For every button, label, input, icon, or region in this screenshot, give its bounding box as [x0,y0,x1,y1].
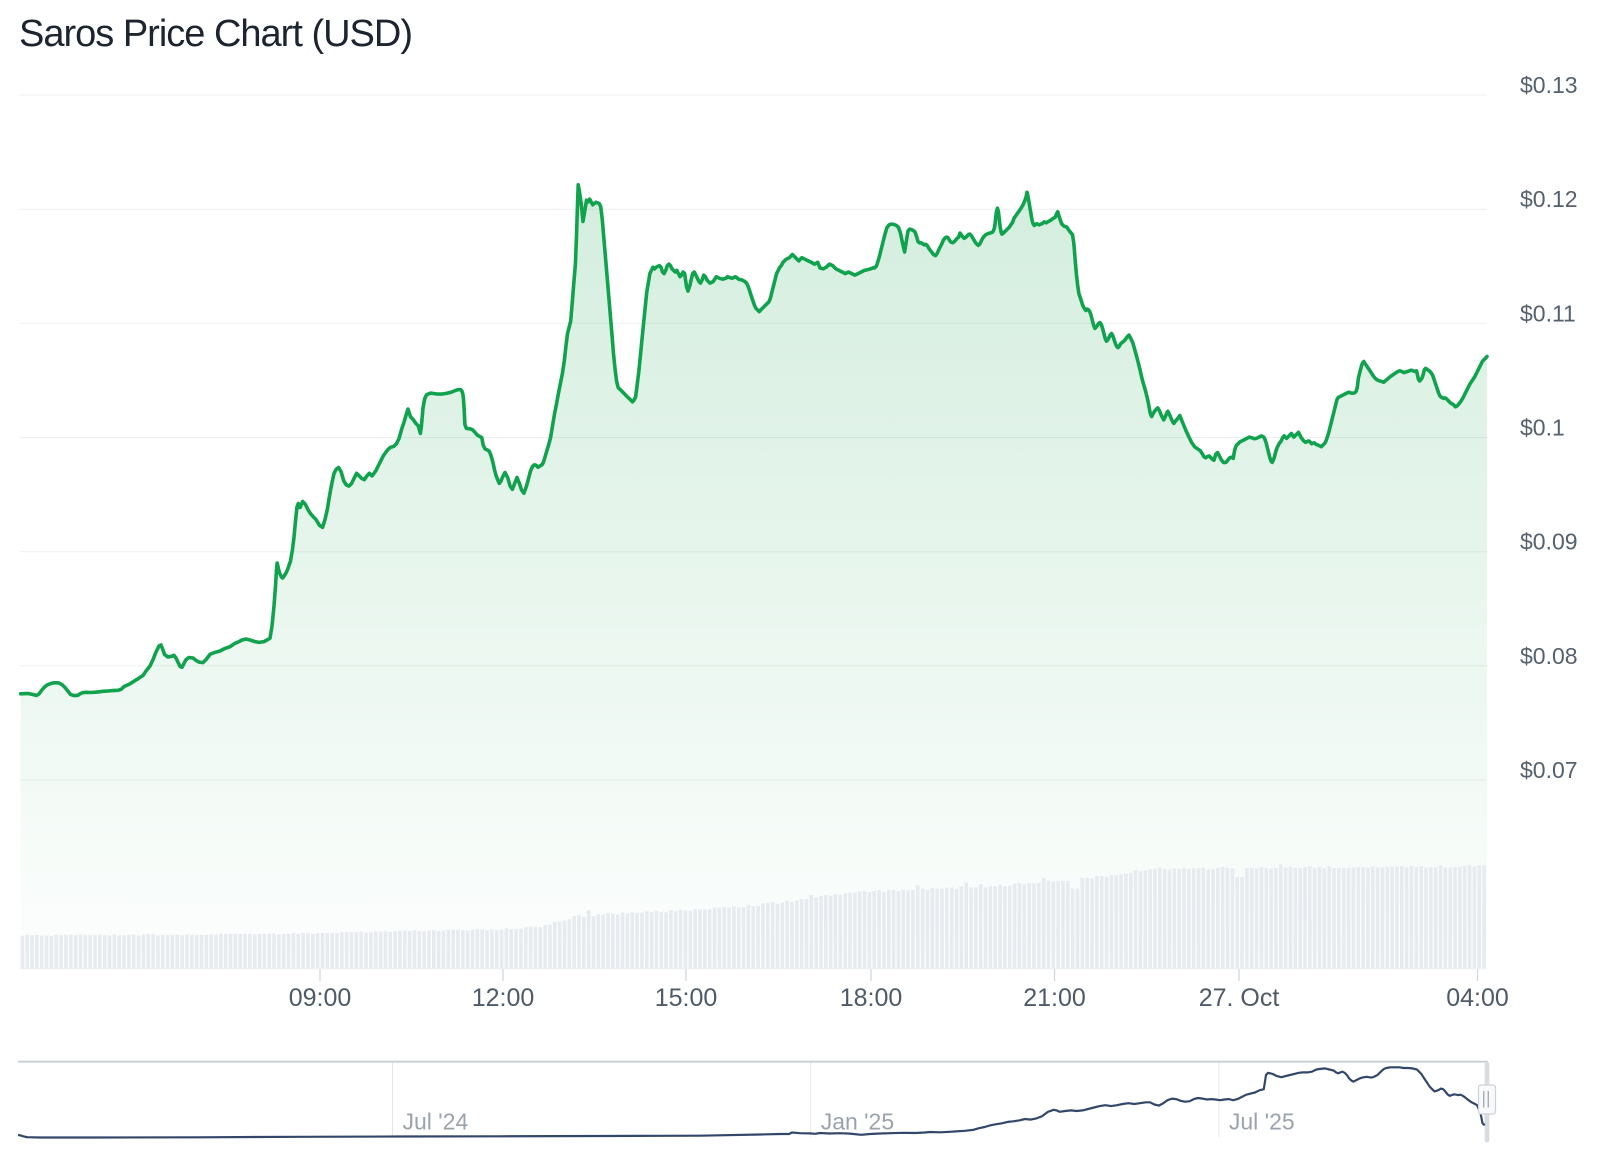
svg-text:$0.12: $0.12 [1520,186,1578,212]
svg-text:Jul '25: Jul '25 [1229,1109,1295,1135]
svg-text:$0.09: $0.09 [1520,529,1578,555]
svg-text:$0.1: $0.1 [1520,415,1565,441]
svg-text:$0.07: $0.07 [1520,757,1578,783]
svg-text:Jul '24: Jul '24 [403,1109,469,1135]
svg-text:21:00: 21:00 [1023,984,1086,1012]
svg-text:15:00: 15:00 [655,984,718,1012]
svg-text:18:00: 18:00 [840,984,903,1012]
svg-text:$0.08: $0.08 [1520,643,1578,669]
svg-text:Saros Price Chart (USD): Saros Price Chart (USD) [19,13,412,55]
svg-text:12:00: 12:00 [472,984,535,1012]
svg-text:04:00: 04:00 [1446,984,1509,1012]
svg-text:09:00: 09:00 [289,984,352,1012]
svg-text:Jan '25: Jan '25 [821,1109,894,1135]
svg-text:27. Oct: 27. Oct [1199,984,1280,1012]
svg-text:$0.11: $0.11 [1520,300,1576,326]
svg-text:$0.13: $0.13 [1520,72,1578,98]
